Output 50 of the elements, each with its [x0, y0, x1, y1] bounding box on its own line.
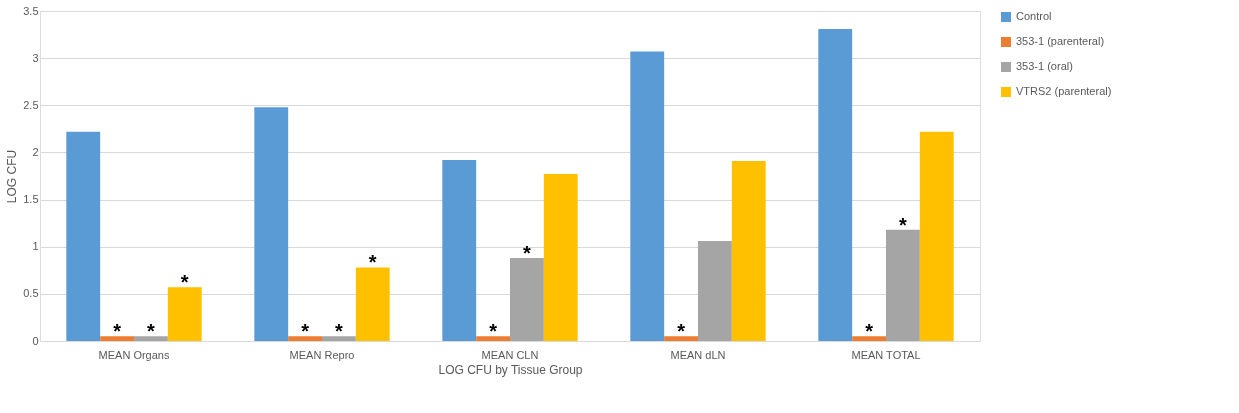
x-tick-label: MEAN CLN: [481, 348, 539, 361]
y-tick-label: 3.5: [23, 4, 39, 17]
data-label: *: [368, 251, 377, 274]
bar: [630, 51, 665, 341]
bar: [254, 107, 289, 341]
data-label: *: [899, 213, 908, 236]
x-tick-label: MEAN Repro: [289, 348, 355, 361]
bar: [442, 159, 477, 341]
data-label: *: [180, 271, 189, 294]
y-tick-label: 2.5: [23, 98, 39, 111]
bar: [355, 267, 390, 341]
bar: [288, 336, 322, 341]
bar: [543, 174, 578, 341]
bar: [167, 287, 202, 341]
data-label: *: [301, 320, 310, 343]
y-tick-label: 1: [32, 240, 39, 253]
y-tick-label: 3: [32, 51, 39, 64]
data-label: *: [523, 242, 532, 265]
y-tick-label: 2: [32, 145, 39, 158]
bar: [66, 131, 101, 341]
legend-label: 353-1 (oral): [1016, 60, 1073, 72]
bar: [476, 336, 510, 341]
data-label: *: [489, 320, 498, 343]
bar: [852, 336, 886, 341]
bar: [322, 336, 356, 341]
bar: [664, 336, 698, 341]
y-tick-label: 0.5: [23, 287, 39, 300]
legend-label: VTRS2 (parenteral): [1016, 85, 1112, 97]
legend-label: Control: [1016, 10, 1052, 22]
x-axis-title: LOG CFU by Tissue Group: [438, 362, 583, 377]
x-tick-label: MEAN dLN: [670, 348, 726, 361]
legend-label: 353-1 (parenteral): [1016, 35, 1105, 47]
data-label: *: [335, 320, 344, 343]
data-label: *: [865, 320, 874, 343]
bar: [731, 160, 766, 341]
bar: [818, 28, 853, 341]
y-tick-label: 0: [32, 334, 39, 347]
x-tick-label: MEAN TOTAL: [851, 348, 921, 361]
bar: [510, 258, 544, 341]
bar: [698, 241, 732, 341]
x-tick-label: MEAN Organs: [98, 348, 170, 361]
data-label: *: [147, 320, 156, 343]
data-label: *: [677, 320, 686, 343]
data-label: *: [113, 320, 122, 343]
y-axis-title: LOG CFU: [5, 149, 20, 204]
y-tick-label: 1.5: [23, 193, 39, 206]
bar: [886, 229, 920, 341]
bar: [134, 336, 168, 341]
bar: [919, 131, 954, 341]
bar: [100, 336, 134, 341]
